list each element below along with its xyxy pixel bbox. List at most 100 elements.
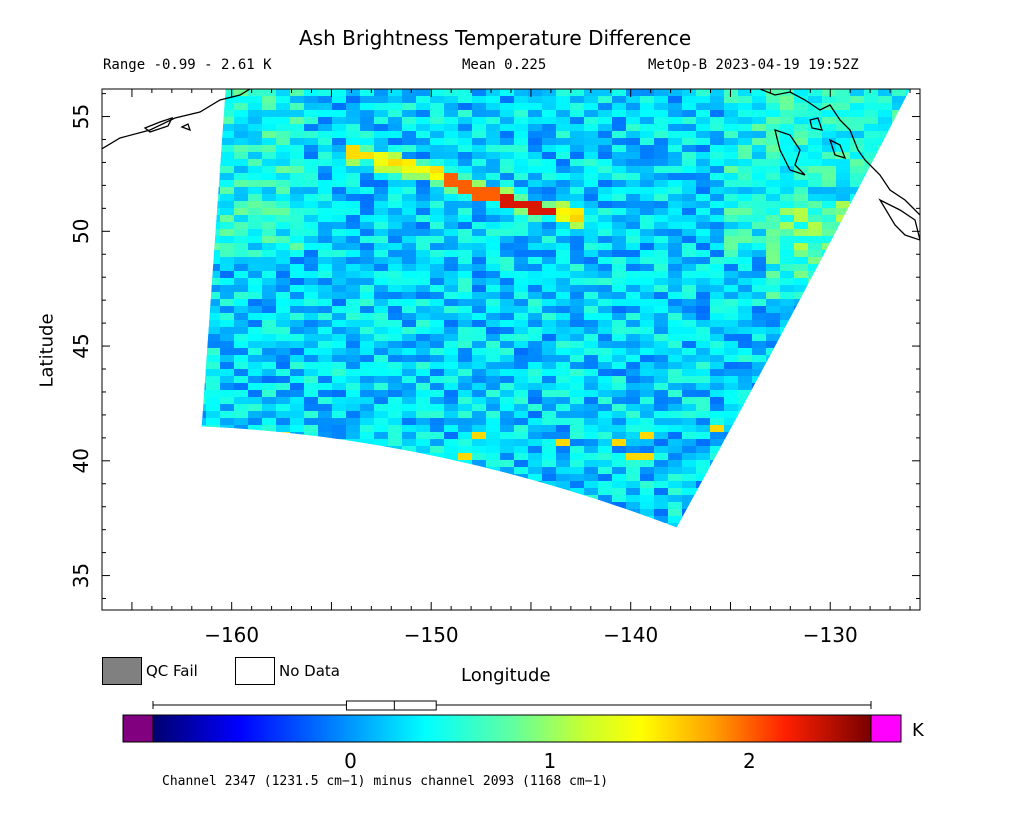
swath-pixel bbox=[430, 152, 444, 159]
swath-pixel bbox=[458, 299, 472, 306]
swath-pixel bbox=[850, 397, 864, 404]
swath-pixel bbox=[864, 390, 878, 397]
swath-pixel bbox=[444, 110, 458, 117]
swath-pixel bbox=[724, 257, 738, 264]
swath-pixel bbox=[290, 257, 304, 264]
swath-pixel bbox=[388, 117, 402, 124]
swath-pixel bbox=[528, 474, 542, 481]
swath-pixel bbox=[556, 376, 570, 383]
swath-pixel bbox=[906, 173, 911, 180]
swath-pixel bbox=[906, 194, 911, 201]
swath-pixel bbox=[640, 348, 654, 355]
swath-pixel bbox=[360, 201, 374, 208]
swath-pixel bbox=[584, 502, 598, 509]
swath-pixel bbox=[612, 201, 626, 208]
swath-pixel bbox=[528, 201, 542, 208]
swath-pixel bbox=[556, 460, 570, 467]
swath-pixel bbox=[528, 313, 542, 320]
swath-pixel bbox=[710, 411, 724, 418]
swath-pixel bbox=[892, 250, 906, 257]
swath-pixel bbox=[584, 446, 598, 453]
swath-pixel bbox=[808, 187, 822, 194]
swath-pixel bbox=[612, 264, 626, 271]
swath-pixel bbox=[780, 348, 794, 355]
swath-pixel bbox=[332, 390, 346, 397]
swath-pixel bbox=[514, 502, 528, 509]
swath-pixel bbox=[374, 285, 388, 292]
swath-pixel bbox=[360, 467, 374, 474]
swath-pixel bbox=[332, 523, 346, 528]
swath-pixel bbox=[668, 481, 682, 488]
swath-pixel bbox=[710, 292, 724, 299]
swath-pixel bbox=[360, 446, 374, 453]
swath-pixel bbox=[332, 152, 346, 159]
swath-pixel bbox=[430, 327, 444, 334]
swath-pixel bbox=[360, 341, 374, 348]
swath-pixel bbox=[346, 467, 360, 474]
swath-pixel bbox=[850, 257, 864, 264]
swath-pixel bbox=[598, 229, 612, 236]
swath-pixel bbox=[612, 306, 626, 313]
swath-pixel bbox=[360, 138, 374, 145]
swath-pixel bbox=[206, 362, 220, 369]
swath-pixel bbox=[318, 229, 332, 236]
swath-pixel bbox=[892, 292, 906, 299]
swath-pixel bbox=[794, 523, 808, 528]
swath-pixel bbox=[864, 488, 878, 495]
swath-pixel bbox=[836, 369, 850, 376]
swath-pixel bbox=[850, 201, 864, 208]
swath-pixel bbox=[332, 383, 346, 390]
swath-pixel bbox=[724, 495, 738, 502]
swath-pixel bbox=[304, 271, 318, 278]
swath-pixel bbox=[542, 355, 556, 362]
swath-pixel bbox=[696, 96, 710, 103]
swath-pixel bbox=[332, 299, 346, 306]
swath-pixel bbox=[766, 474, 780, 481]
swath-pixel bbox=[668, 369, 682, 376]
swath-pixel bbox=[738, 145, 752, 152]
swath-pixel bbox=[850, 523, 864, 528]
swath-pixel bbox=[780, 194, 794, 201]
swath-pixel bbox=[780, 152, 794, 159]
swath-pixel bbox=[668, 362, 682, 369]
swath-pixel bbox=[626, 537, 640, 544]
swath-pixel bbox=[556, 222, 570, 229]
swath-pixel bbox=[374, 502, 388, 509]
swath-pixel bbox=[332, 103, 346, 110]
swath-pixel bbox=[262, 397, 276, 404]
swath-pixel bbox=[346, 327, 360, 334]
swath-pixel bbox=[822, 152, 836, 159]
swath-pixel bbox=[402, 243, 416, 250]
swath-pixel bbox=[388, 446, 402, 453]
swath-pixel bbox=[416, 439, 430, 446]
swath-pixel bbox=[388, 215, 402, 222]
swath-pixel bbox=[500, 320, 514, 327]
swath-pixel bbox=[682, 103, 696, 110]
swath-pixel bbox=[612, 341, 626, 348]
swath-pixel bbox=[360, 502, 374, 509]
swath-pixel bbox=[654, 285, 668, 292]
swath-pixel bbox=[500, 117, 514, 124]
swath-pixel bbox=[766, 439, 780, 446]
swath-pixel bbox=[626, 523, 640, 528]
swath-pixel bbox=[682, 376, 696, 383]
swath-pixel bbox=[850, 271, 864, 278]
swath-pixel bbox=[864, 243, 878, 250]
swath-pixel bbox=[430, 425, 444, 432]
swath-pixel bbox=[794, 131, 808, 138]
swath-pixel bbox=[472, 341, 486, 348]
swath-pixel bbox=[248, 173, 262, 180]
swath-pixel bbox=[640, 103, 654, 110]
swath-pixel bbox=[514, 131, 528, 138]
swath-pixel bbox=[584, 460, 598, 467]
swath-pixel bbox=[444, 257, 458, 264]
swath-pixel bbox=[430, 110, 444, 117]
swath-pixel bbox=[220, 180, 234, 187]
swath-pixel bbox=[766, 425, 780, 432]
swath-pixel bbox=[290, 439, 304, 446]
swath-pixel bbox=[290, 215, 304, 222]
swath-pixel bbox=[360, 418, 374, 425]
swath-pixel bbox=[654, 159, 668, 166]
swath-pixel bbox=[626, 488, 640, 495]
swath-pixel bbox=[276, 341, 290, 348]
